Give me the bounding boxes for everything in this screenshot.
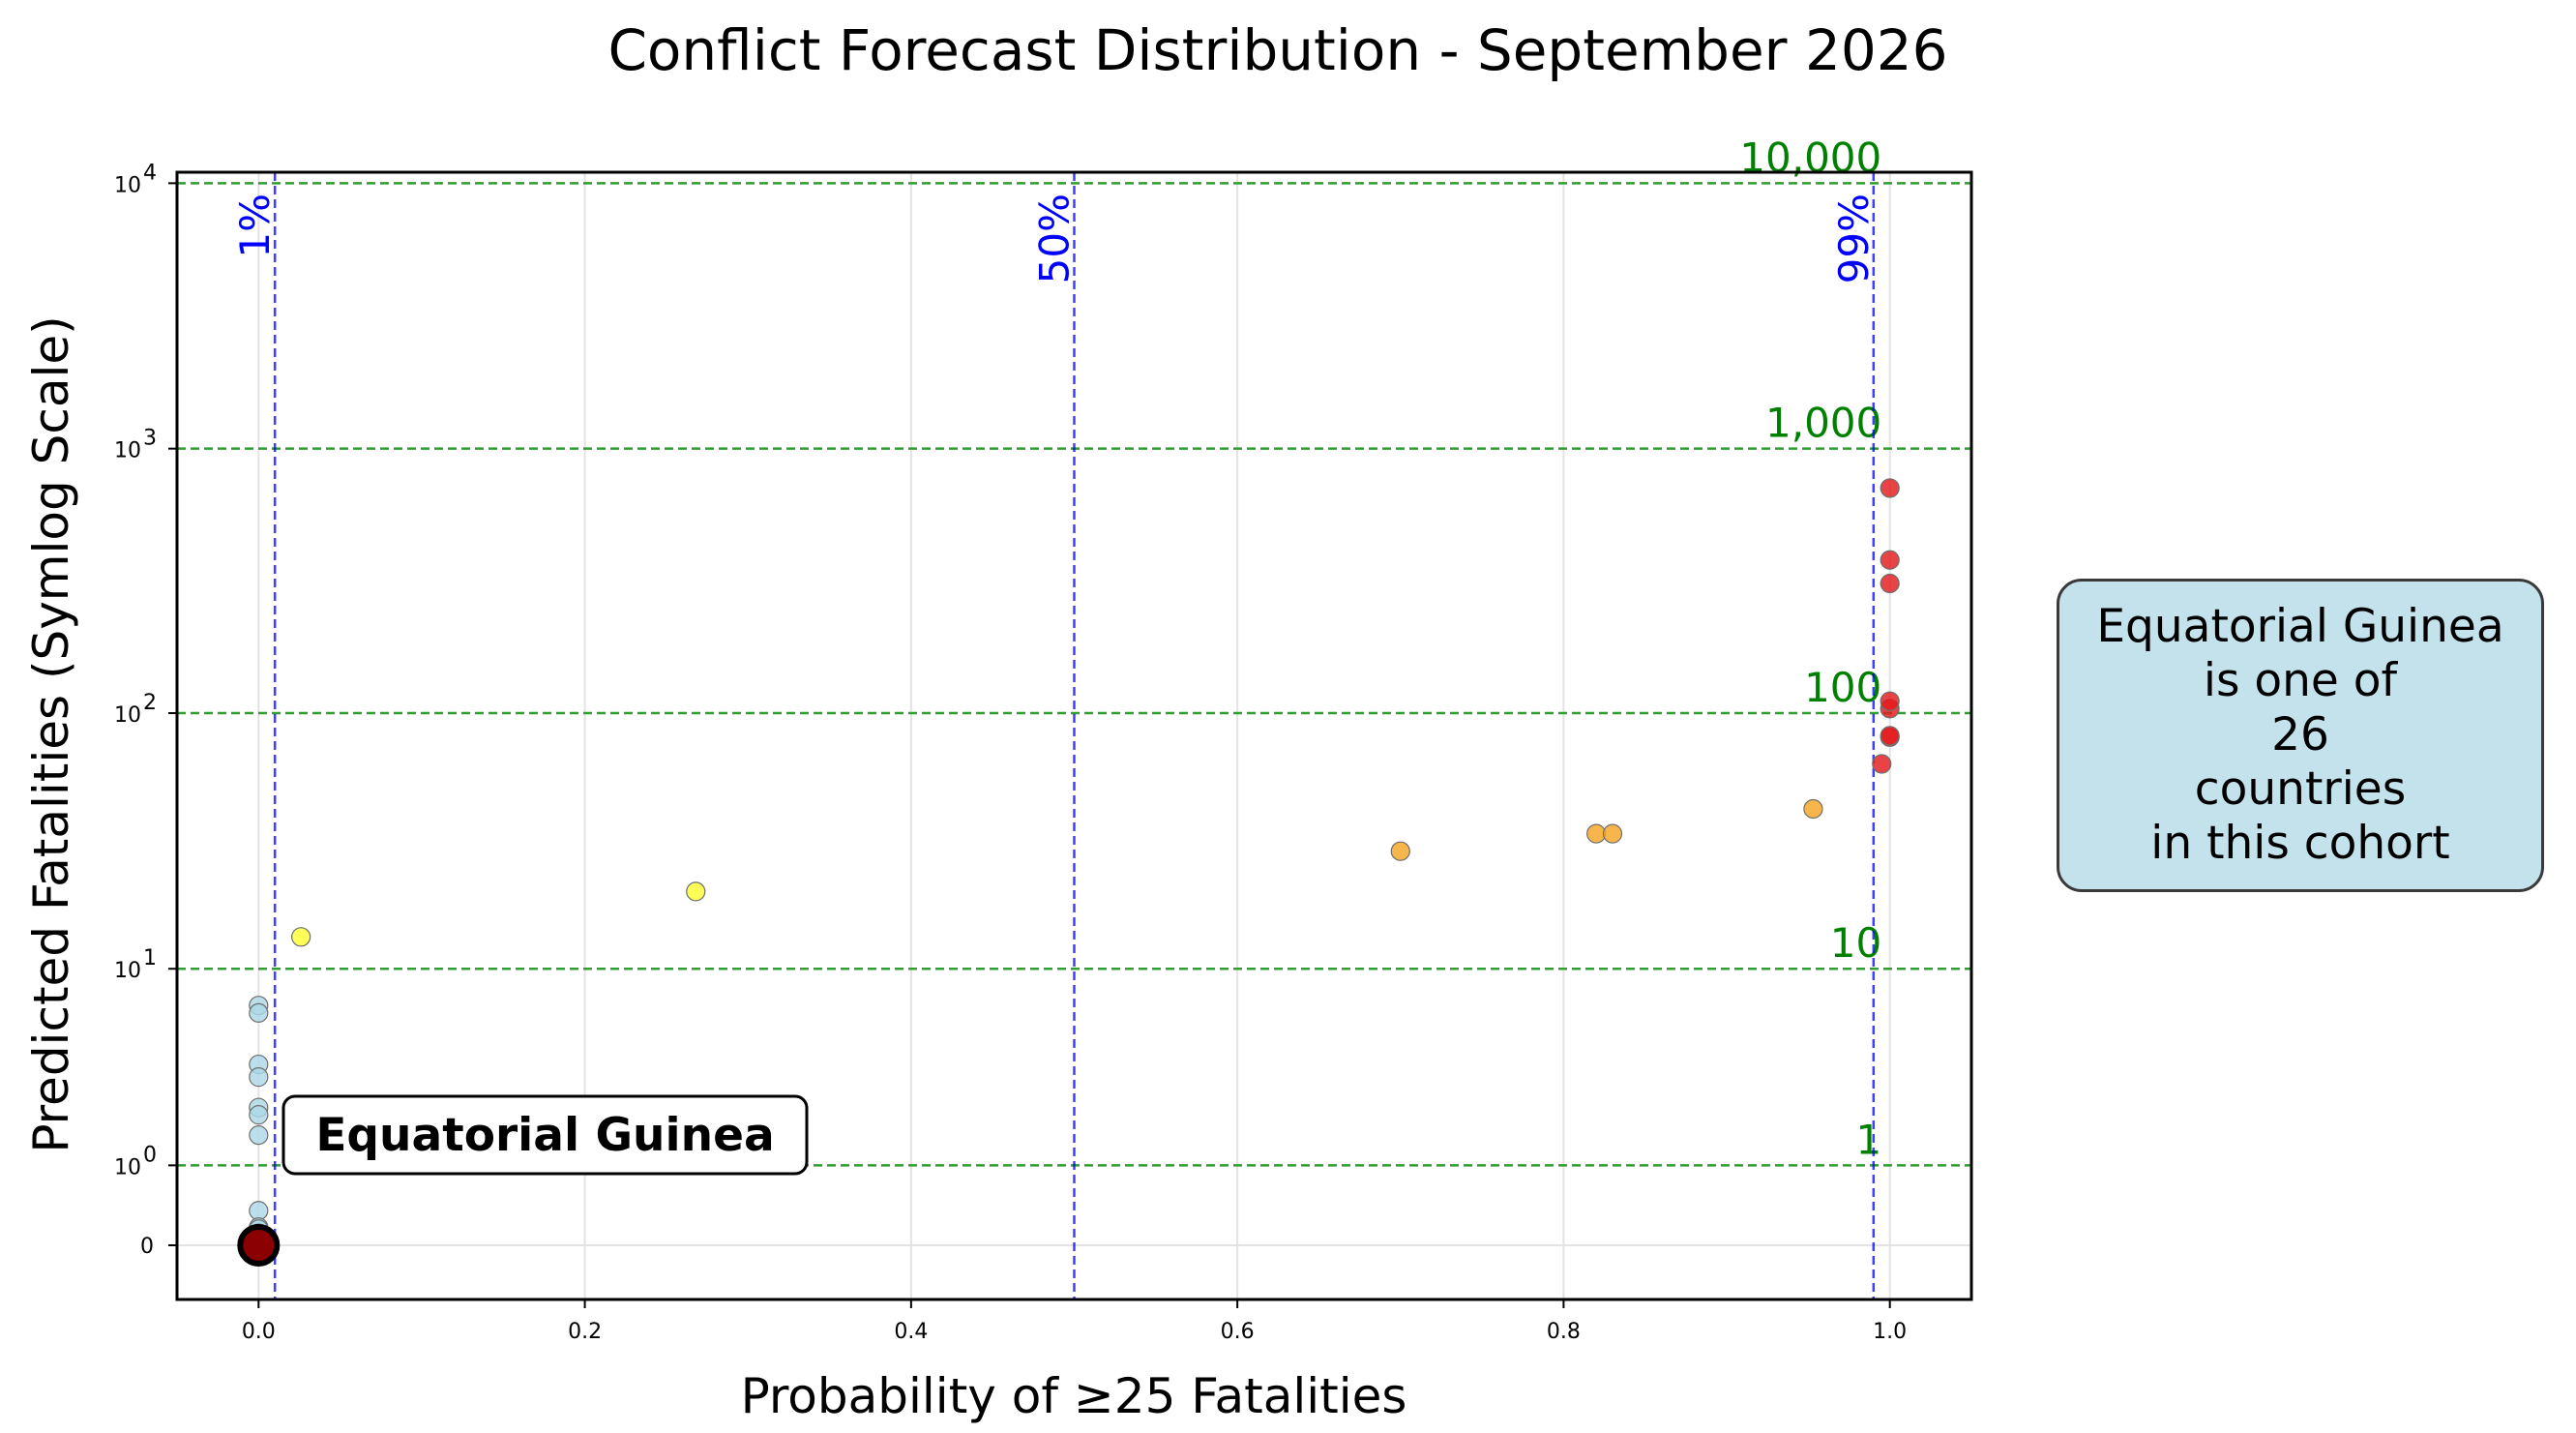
- data-point: [1880, 478, 1900, 498]
- data-point: [1880, 726, 1900, 746]
- cohort-countries-word: countries: [2194, 762, 2407, 816]
- chart-title: Conflict Forecast Distribution - Septemb…: [607, 17, 1947, 83]
- y-tick-exponent: 2: [143, 691, 157, 715]
- data-point: [1880, 691, 1900, 711]
- data-point: [686, 881, 706, 902]
- threshold-label-fatalities: 1: [1856, 1116, 1882, 1163]
- x-tick-label: 1.0: [1873, 1320, 1907, 1344]
- y-tick-label: 10: [114, 1155, 141, 1179]
- cohort-is-one-of: is one of: [2203, 654, 2398, 707]
- highlight-label: Equatorial Guinea: [315, 1109, 774, 1162]
- threshold-label-probability: 50%: [1031, 194, 1079, 284]
- data-point: [249, 1002, 269, 1023]
- cohort-count: 26: [2271, 708, 2329, 761]
- y-tick-exponent: 0: [143, 1143, 157, 1167]
- x-tick-label: 0.0: [242, 1320, 276, 1344]
- cohort-suffix: in this cohort: [2150, 817, 2450, 870]
- y-tick-exponent: 3: [143, 427, 157, 451]
- y-tick-label: 10: [114, 959, 141, 983]
- y-tick-exponent: 1: [143, 946, 157, 970]
- data-point: [1602, 823, 1623, 844]
- highlight-point: [237, 1223, 281, 1267]
- data-point: [249, 1125, 269, 1146]
- data-point: [1880, 573, 1900, 594]
- data-point: [291, 927, 311, 947]
- y-tick-label: 10: [114, 439, 141, 463]
- cohort-country-name: Equatorial Guinea: [2096, 600, 2504, 653]
- y-tick-label: 10: [114, 173, 141, 197]
- y-tick-label: 0: [140, 1235, 154, 1259]
- data-point: [249, 1201, 269, 1221]
- cohort-info-box: Equatorial Guinea is one of 26 countries…: [2057, 579, 2544, 892]
- highlight-label-box: [281, 1094, 809, 1176]
- data-point: [1872, 754, 1892, 774]
- highlight-layer: Equatorial Guinea: [237, 1094, 809, 1267]
- y-tick-label: 10: [114, 703, 141, 728]
- x-tick-label: 0.8: [1547, 1320, 1581, 1344]
- data-point: [249, 1105, 269, 1125]
- data-point: [1880, 550, 1900, 570]
- threshold-label-fatalities: 100: [1804, 664, 1881, 711]
- threshold-label-fatalities: 1,000: [1765, 400, 1881, 447]
- data-point: [249, 1067, 269, 1088]
- threshold-label-probability: 99%: [1830, 194, 1878, 284]
- data-point: [1803, 798, 1823, 820]
- threshold-label-probability: 1%: [231, 194, 279, 258]
- x-tick-label: 0.4: [894, 1320, 928, 1344]
- data-point: [1586, 823, 1607, 844]
- threshold-label-fatalities: 10,000: [1739, 134, 1881, 181]
- x-tick-label: 0.6: [1221, 1320, 1255, 1344]
- plot-frame: [175, 170, 1973, 1301]
- x-tick-label: 0.2: [568, 1320, 602, 1344]
- y-axis-label: Predicted Fatalities (Symlog Scale): [23, 315, 79, 1152]
- x-axis-label: Probability of ≥25 Fatalities: [741, 1368, 1407, 1424]
- y-tick-exponent: 4: [143, 161, 157, 185]
- data-point: [1390, 841, 1410, 861]
